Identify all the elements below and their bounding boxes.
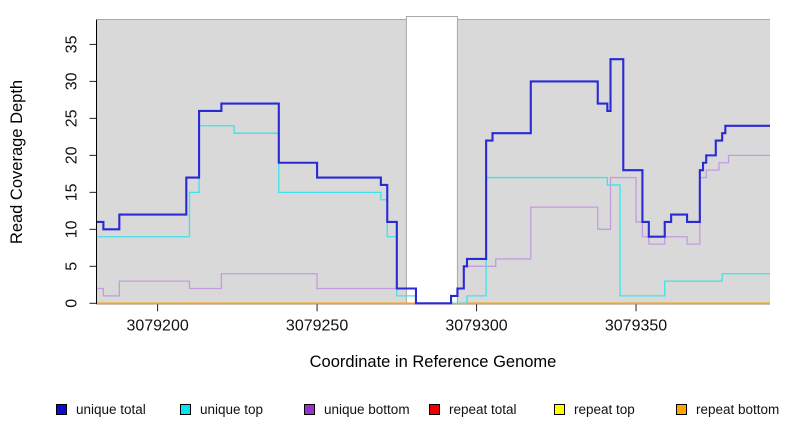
x-tick-label: 3079300: [445, 317, 507, 334]
y-tick-label: 5: [64, 262, 81, 271]
coverage-chart: 0 5 10 15 20 25 30 35 3079200 3079250 3079300 30793…: [8, 16, 770, 371]
legend-swatch-repeat-total: [429, 404, 440, 415]
y-tick-label: 0: [64, 299, 81, 308]
legend-label: unique top: [200, 402, 264, 417]
legend-swatch-unique-total: [56, 404, 67, 415]
legend-item-unique-bottom: unique bottom: [304, 402, 410, 417]
x-tick-label: 3079200: [126, 317, 188, 334]
legend-swatch-unique-bottom: [304, 404, 315, 415]
legend-label: repeat bottom: [696, 402, 780, 417]
x-tick-label: 3079350: [605, 317, 667, 334]
legend-label: unique total: [76, 402, 146, 417]
series-unique-total-line: [97, 58, 770, 305]
legend-label: repeat total: [449, 402, 517, 417]
y-tick-label: 15: [64, 183, 81, 201]
legend-item-unique-total: unique total: [56, 402, 146, 417]
legend-label: unique bottom: [324, 402, 410, 417]
masked-region: [406, 16, 458, 304]
y-tick-label: 20: [64, 146, 81, 164]
y-tick-label: 25: [64, 109, 81, 127]
legend-swatch-repeat-bottom: [676, 404, 687, 415]
legend-swatch-repeat-top: [554, 404, 565, 415]
masked-region-border: [405, 16, 458, 304]
legend-label: repeat top: [574, 402, 635, 417]
legend-item-repeat-bottom: repeat bottom: [676, 402, 779, 417]
y-tick-label: 35: [64, 35, 81, 53]
y-axis-title: Read Coverage Depth: [8, 80, 26, 244]
plot-area: 0 5 10 15 20 25 30 35 3079200 3079250 3079300 30793…: [64, 16, 770, 334]
legend: unique total unique top unique bottom repea…: [0, 399, 792, 425]
y-tick-label: 10: [64, 220, 81, 238]
legend-item-repeat-top: repeat top: [554, 402, 635, 417]
legend-item-unique-top: unique top: [180, 402, 263, 417]
x-axis-title: Coordinate in Reference Genome: [310, 353, 557, 371]
y-tick-label: 30: [64, 72, 81, 90]
legend-item-repeat-total: repeat total: [429, 402, 517, 417]
legend-swatch-unique-top: [180, 404, 191, 415]
series-unique-top-line: [97, 125, 770, 304]
x-tick-label: 3079250: [286, 317, 348, 334]
